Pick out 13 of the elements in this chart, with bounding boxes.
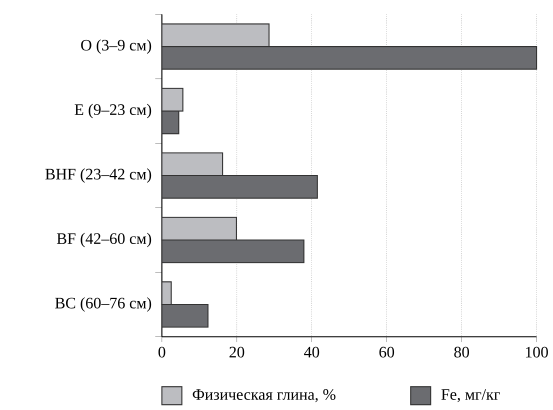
- x-tick-label: 100: [526, 346, 548, 358]
- y-tick-label: E (9–23 см): [74, 104, 152, 118]
- x-tick-label: 80: [454, 346, 470, 358]
- x-tick-label: 40: [304, 346, 320, 358]
- x-tick-label: 20: [230, 346, 244, 358]
- x-tick-label: 0: [158, 346, 166, 358]
- legend-label: Физическая глина, %: [192, 389, 336, 402]
- x-tick-label: 60: [379, 346, 394, 358]
- y-tick-label: BHF (23–42 см): [45, 168, 152, 183]
- legend-label: Fe, мг/кг: [441, 389, 500, 402]
- y-tick-label: O (3–9 см): [81, 39, 152, 54]
- y-tick-label: BC (60–76 см): [55, 297, 152, 312]
- y-tick-label: BF (42–60 см): [56, 232, 152, 248]
